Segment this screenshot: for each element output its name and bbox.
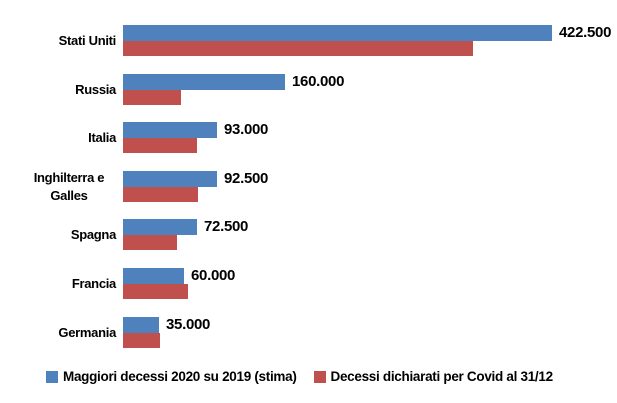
bar-decessi-covid [123, 41, 473, 56]
value-label: 35.000 [166, 316, 211, 333]
bar-decessi-covid [123, 333, 160, 348]
bar-decessi-covid [123, 284, 188, 299]
category-label-text: Stati Uniti [58, 32, 117, 48]
category-label-text: Germania [58, 324, 116, 340]
value-label: 92.500 [224, 170, 269, 187]
legend-item-maggiori-decessi: Maggiori decessi 2020 su 2019 (stima) [46, 369, 297, 384]
value-label: 422.500 [559, 24, 612, 41]
chart-legend: Maggiori decessi 2020 su 2019 (stima) De… [46, 369, 553, 384]
bar-decessi-covid [123, 235, 177, 250]
category-label: Russia [0, 74, 116, 105]
legend-label: Maggiori decessi 2020 su 2019 (stima) [63, 369, 297, 384]
category-label-text: Italia [88, 129, 116, 145]
bar-decessi-covid [123, 138, 197, 153]
bar-maggiori-decessi [123, 317, 159, 333]
bar-maggiori-decessi [123, 219, 197, 235]
category-label-text: Russia [75, 81, 116, 97]
category-label: Germania [0, 317, 116, 348]
legend-swatch-red [313, 370, 326, 383]
bar-maggiori-decessi [123, 268, 184, 284]
category-label: Inghilterra e Galles [0, 169, 116, 203]
legend-item-decessi-covid: Decessi dichiarati per Covid al 31/12 [313, 369, 554, 384]
value-label: 93.000 [224, 121, 269, 138]
bar-maggiori-decessi [123, 122, 217, 138]
value-label: 72.500 [204, 218, 249, 235]
bar-maggiori-decessi [123, 171, 217, 187]
category-label: Spagna [0, 219, 116, 250]
category-label: Francia [0, 268, 116, 299]
bar-decessi-covid [123, 187, 198, 202]
legend-label: Decessi dichiarati per Covid al 31/12 [330, 369, 554, 384]
category-label-text: Spagna [70, 226, 116, 242]
legend-swatch-blue [46, 370, 58, 383]
bar-maggiori-decessi [123, 74, 285, 90]
value-label: 60.000 [191, 267, 236, 284]
category-label-text: Francia [71, 275, 116, 291]
category-label: Italia [0, 122, 116, 153]
category-label: Stati Uniti [0, 25, 117, 56]
bar-decessi-covid [123, 90, 181, 105]
value-label: 160.000 [292, 73, 345, 90]
category-label-text: Inghilterra e Galles [33, 169, 105, 203]
bar-maggiori-decessi [123, 25, 552, 41]
